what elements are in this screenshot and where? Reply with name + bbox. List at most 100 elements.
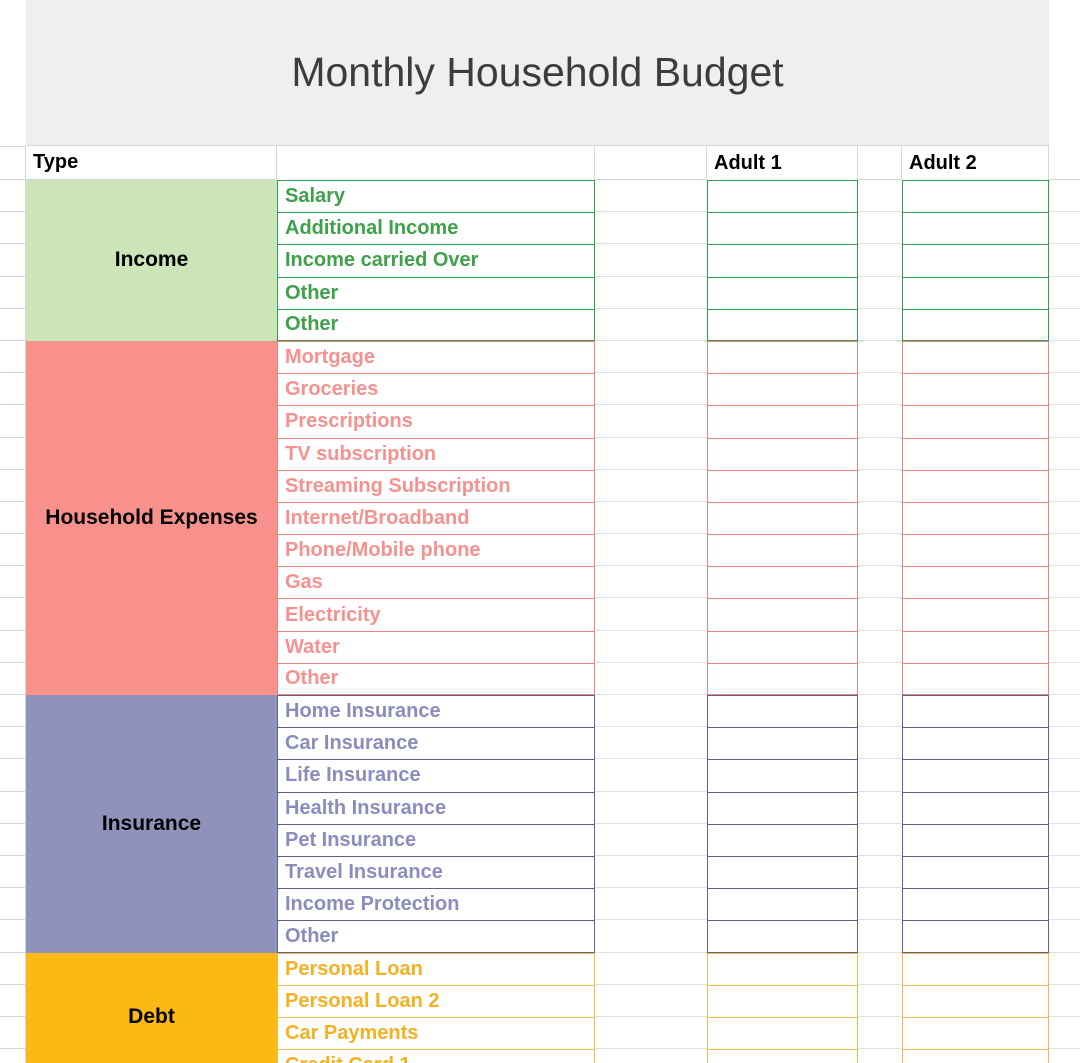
- spacer-cell: [858, 792, 902, 824]
- spacer-cell: [595, 341, 707, 374]
- spacer-cell: [595, 598, 707, 631]
- row-gutter-cell: [0, 1016, 26, 1050]
- edge-cell: [1049, 470, 1080, 502]
- spacer-cell: [595, 405, 707, 438]
- spacer-cell: [595, 985, 707, 1017]
- adult1-value-cell-other[interactable]: [707, 308, 858, 341]
- item-cell-other: Other: [277, 662, 595, 695]
- item-cell-phone-mobile-phone: Phone/Mobile phone: [277, 534, 595, 567]
- adult2-value-cell-salary[interactable]: [902, 180, 1049, 213]
- spacer-cell: [595, 663, 707, 695]
- spacer-cell: [858, 663, 902, 695]
- adult1-value-cell-mortgage[interactable]: [707, 340, 858, 374]
- row-gutter-cell: [0, 695, 26, 728]
- adult2-value-cell-other[interactable]: [902, 276, 1049, 309]
- adult1-value-cell-gas[interactable]: [707, 566, 858, 599]
- adult1-value-cell-health-insurance[interactable]: [707, 791, 858, 824]
- edge-cell: [1049, 953, 1080, 985]
- spacer-cell: [858, 277, 902, 309]
- spacer-cell: [858, 180, 902, 213]
- adult2-value-cell-personal-loan-2[interactable]: [902, 984, 1049, 1017]
- adult1-value-cell-internet-broadband[interactable]: [707, 501, 858, 535]
- edge-cell: [1049, 598, 1080, 631]
- adult1-value-cell-income-protection[interactable]: [707, 888, 858, 921]
- spacer-header-cell: [595, 146, 707, 180]
- adult1-value-cell-pet-insurance[interactable]: [707, 823, 858, 856]
- row-gutter-cell: [0, 340, 26, 374]
- adult2-value-cell-tv-subscription[interactable]: [902, 437, 1049, 470]
- adult2-value-cell-water[interactable]: [902, 630, 1049, 663]
- adult2-value-cell-car-insurance[interactable]: [902, 727, 1049, 760]
- adult2-value-cell-prescriptions[interactable]: [902, 405, 1049, 438]
- adult1-value-cell-water[interactable]: [707, 630, 858, 663]
- item-cell-income-protection: Income Protection: [277, 888, 595, 921]
- adult1-value-cell-phone-mobile-phone[interactable]: [707, 534, 858, 567]
- row-gutter-cell: [0, 501, 26, 535]
- spacer-cell: [595, 695, 707, 728]
- spacer-cell: [595, 631, 707, 663]
- adult1-value-cell-additional-income[interactable]: [707, 212, 858, 245]
- adult1-value-cell-car-payments[interactable]: [707, 1016, 858, 1050]
- item-cell-internet-broadband: Internet/Broadband: [277, 501, 595, 535]
- adult2-value-cell-income-protection[interactable]: [902, 888, 1049, 921]
- adult2-value-cell-life-insurance[interactable]: [902, 759, 1049, 792]
- spacer-cell: [858, 631, 902, 663]
- adult1-value-cell-car-insurance[interactable]: [707, 727, 858, 760]
- spacer-cell: [858, 727, 902, 760]
- adult1-value-cell-electricity[interactable]: [707, 598, 858, 631]
- adult2-value-cell-health-insurance[interactable]: [902, 791, 1049, 824]
- adult2-value-cell-car-payments[interactable]: [902, 1016, 1049, 1050]
- adult1-value-cell-other[interactable]: [707, 920, 858, 953]
- adult2-value-cell-personal-loan[interactable]: [902, 952, 1049, 985]
- row-gutter-cell: [0, 727, 26, 760]
- adult1-value-cell-personal-loan[interactable]: [707, 952, 858, 985]
- adult1-value-cell-tv-subscription[interactable]: [707, 437, 858, 470]
- adult2-value-cell-electricity[interactable]: [902, 598, 1049, 631]
- spacer-cell: [858, 1017, 902, 1050]
- item-cell-electricity: Electricity: [277, 598, 595, 631]
- adult2-value-cell-internet-broadband[interactable]: [902, 501, 1049, 535]
- adult1-value-cell-travel-insurance[interactable]: [707, 855, 858, 889]
- adult2-value-cell-mortgage[interactable]: [902, 340, 1049, 374]
- adult2-value-cell-other[interactable]: [902, 308, 1049, 341]
- spacer-header-cell: [858, 146, 902, 180]
- spacer-cell: [595, 888, 707, 921]
- spacer-cell: [858, 405, 902, 438]
- adult1-value-cell-home-insurance[interactable]: [707, 695, 858, 728]
- adult1-value-cell-other[interactable]: [707, 276, 858, 309]
- spacer-cell: [858, 985, 902, 1017]
- adult2-value-cell-additional-income[interactable]: [902, 212, 1049, 245]
- adult2-value-cell-credit-card-1[interactable]: [902, 1049, 1049, 1063]
- spacer-cell: [858, 502, 902, 535]
- adult2-value-cell-groceries[interactable]: [902, 373, 1049, 406]
- adult2-value-cell-other[interactable]: [902, 920, 1049, 953]
- corner-cell: [0, 146, 26, 180]
- adult1-value-cell-life-insurance[interactable]: [707, 759, 858, 792]
- adult2-value-cell-streaming-subscription[interactable]: [902, 469, 1049, 502]
- edge-cell: [1049, 824, 1080, 856]
- adult1-value-cell-income-carried-over[interactable]: [707, 244, 858, 277]
- adult2-value-cell-pet-insurance[interactable]: [902, 823, 1049, 856]
- adult2-value-cell-income-carried-over[interactable]: [902, 244, 1049, 277]
- adult2-value-cell-other[interactable]: [902, 662, 1049, 695]
- adult2-value-cell-phone-mobile-phone[interactable]: [902, 534, 1049, 567]
- adult1-value-cell-prescriptions[interactable]: [707, 405, 858, 438]
- row-gutter-cell: [0, 534, 26, 567]
- adult1-value-cell-groceries[interactable]: [707, 373, 858, 406]
- item-cell-mortgage: Mortgage: [277, 340, 595, 374]
- adult2-value-cell-gas[interactable]: [902, 566, 1049, 599]
- adult1-value-cell-personal-loan-2[interactable]: [707, 984, 858, 1017]
- spacer-cell: [595, 277, 707, 309]
- adult2-value-cell-travel-insurance[interactable]: [902, 855, 1049, 889]
- adult2-value-cell-home-insurance[interactable]: [902, 695, 1049, 728]
- spacer-cell: [595, 438, 707, 470]
- spacer-cell: [858, 438, 902, 470]
- adult1-value-cell-salary[interactable]: [707, 180, 858, 213]
- spacer-cell: [595, 244, 707, 277]
- adult1-value-cell-other[interactable]: [707, 662, 858, 695]
- adult1-value-cell-streaming-subscription[interactable]: [707, 469, 858, 502]
- spacer-cell: [595, 309, 707, 341]
- edge-cell: [1049, 244, 1080, 277]
- edge-cell: [1049, 1049, 1080, 1063]
- adult1-value-cell-credit-card-1[interactable]: [707, 1049, 858, 1063]
